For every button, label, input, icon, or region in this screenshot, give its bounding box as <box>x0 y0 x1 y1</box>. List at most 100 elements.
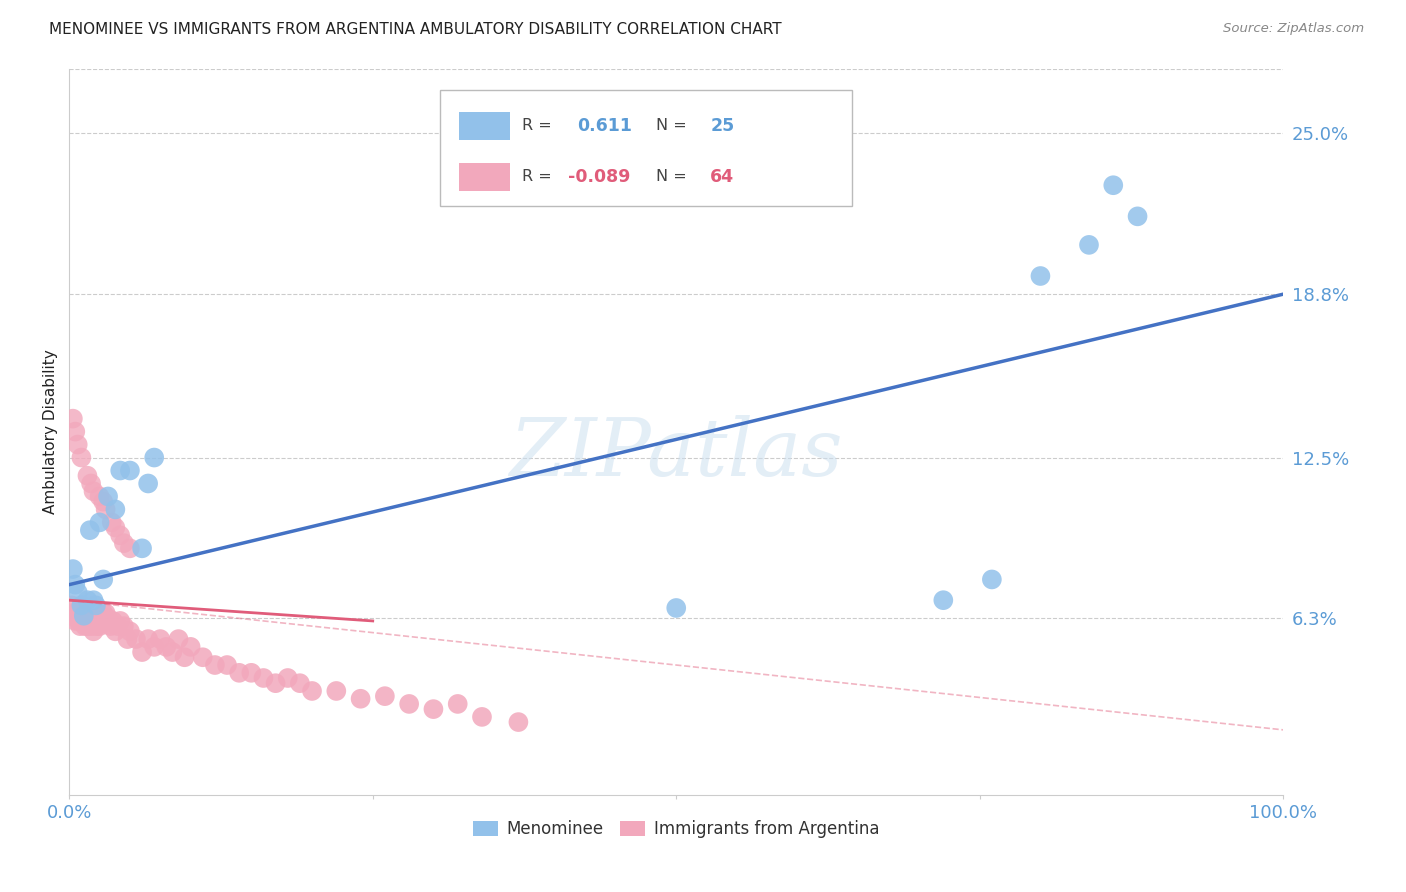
Point <box>180 640 202 654</box>
Point <box>70 611 93 625</box>
Point <box>65 425 87 439</box>
Point <box>143 640 166 654</box>
Point <box>264 676 287 690</box>
Point <box>69 619 91 633</box>
Point <box>349 691 371 706</box>
Point <box>89 490 111 504</box>
Point <box>97 611 120 625</box>
Point <box>62 562 84 576</box>
Point <box>66 437 89 451</box>
Point <box>107 619 129 633</box>
Text: -0.089: -0.089 <box>568 168 630 186</box>
Point <box>80 476 103 491</box>
Y-axis label: Ambulatory Disability: Ambulatory Disability <box>44 350 58 514</box>
Point <box>84 599 107 613</box>
Point <box>73 608 96 623</box>
Point <box>101 614 124 628</box>
Point <box>94 502 117 516</box>
Point <box>447 697 470 711</box>
Point <box>65 577 87 591</box>
Point <box>86 619 108 633</box>
Point <box>104 502 127 516</box>
Point <box>240 665 263 680</box>
Point <box>167 632 190 646</box>
Point <box>84 611 107 625</box>
Point <box>70 599 93 613</box>
Point <box>73 611 96 625</box>
Point <box>665 601 688 615</box>
Point <box>422 702 444 716</box>
Point <box>97 490 120 504</box>
Point <box>100 619 122 633</box>
Point <box>1078 238 1101 252</box>
Point <box>66 606 89 620</box>
Point <box>91 606 114 620</box>
Point <box>79 614 101 628</box>
Point <box>60 599 83 613</box>
Point <box>67 614 90 628</box>
Point <box>65 614 87 628</box>
Point <box>91 573 114 587</box>
Point <box>1126 210 1149 224</box>
Point <box>1029 268 1052 283</box>
Point <box>65 611 87 625</box>
Bar <box>458 112 510 140</box>
Point <box>191 650 214 665</box>
Point <box>143 450 166 465</box>
Point <box>215 658 238 673</box>
Text: N =: N = <box>655 169 686 185</box>
Text: 64: 64 <box>710 168 734 186</box>
Point <box>100 516 122 530</box>
Point <box>325 684 347 698</box>
Point <box>173 650 195 665</box>
Point <box>83 614 105 628</box>
Point <box>277 671 299 685</box>
FancyBboxPatch shape <box>440 90 852 206</box>
Point <box>91 494 114 508</box>
Point <box>252 671 274 685</box>
Text: R =: R = <box>522 169 551 185</box>
Point <box>155 640 177 654</box>
Point <box>162 645 184 659</box>
Point <box>87 614 110 628</box>
Point <box>104 520 127 534</box>
Point <box>118 624 141 639</box>
Point <box>82 619 104 633</box>
Point <box>301 684 323 698</box>
Text: N =: N = <box>655 119 686 134</box>
Text: Source: ZipAtlas.com: Source: ZipAtlas.com <box>1223 22 1364 36</box>
Point <box>66 585 89 599</box>
Point <box>136 476 159 491</box>
Point <box>288 676 311 690</box>
Point <box>131 541 153 556</box>
Text: MENOMINEE VS IMMIGRANTS FROM ARGENTINA AMBULATORY DISABILITY CORRELATION CHART: MENOMINEE VS IMMIGRANTS FROM ARGENTINA A… <box>49 22 782 37</box>
Point <box>77 619 100 633</box>
Point <box>110 614 132 628</box>
Point <box>76 611 98 625</box>
Point <box>1102 178 1125 193</box>
Point <box>980 573 1002 587</box>
Point <box>75 614 97 628</box>
Point <box>112 619 135 633</box>
Point <box>63 606 86 620</box>
Point <box>62 606 84 620</box>
Point <box>72 606 94 620</box>
Bar <box>458 163 510 191</box>
Text: ZIPatlas: ZIPatlas <box>509 415 844 492</box>
Point <box>83 593 105 607</box>
Point <box>374 689 396 703</box>
Point <box>83 484 105 499</box>
Point <box>471 710 494 724</box>
Text: 0.611: 0.611 <box>576 117 631 135</box>
Point <box>70 450 93 465</box>
Point <box>62 411 84 425</box>
Point <box>94 606 117 620</box>
Point <box>125 632 148 646</box>
Point <box>80 611 103 625</box>
Text: 25: 25 <box>710 117 734 135</box>
Point <box>91 611 114 625</box>
Point <box>131 645 153 659</box>
Point <box>118 463 141 477</box>
Point <box>104 624 127 639</box>
Point <box>76 593 98 607</box>
